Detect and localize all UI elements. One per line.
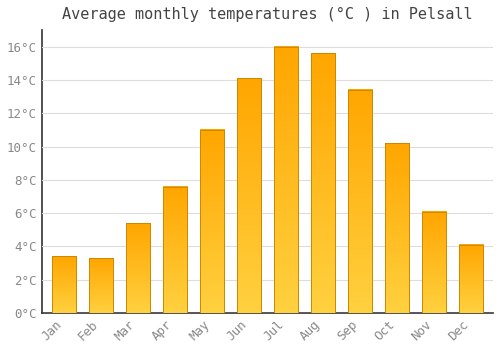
Bar	[274, 47, 298, 313]
Bar	[89, 258, 113, 313]
Bar	[163, 187, 187, 313]
Bar	[237, 78, 261, 313]
Bar	[126, 223, 150, 313]
Bar	[348, 90, 372, 313]
Bar	[52, 257, 76, 313]
Bar	[311, 54, 335, 313]
Bar	[422, 211, 446, 313]
Bar	[459, 245, 483, 313]
Bar	[200, 130, 224, 313]
Title: Average monthly temperatures (°C ) in Pelsall: Average monthly temperatures (°C ) in Pe…	[62, 7, 472, 22]
Bar	[385, 143, 409, 313]
